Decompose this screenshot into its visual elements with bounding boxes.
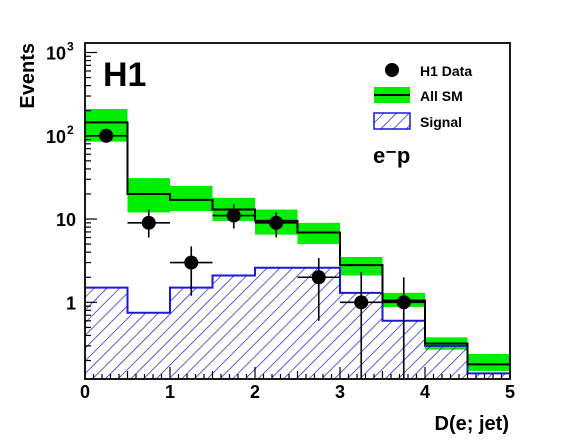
sm-step-line	[85, 121, 510, 366]
y-tick-exponent: 2	[67, 123, 74, 137]
legend-label-signal: Signal	[420, 114, 462, 130]
legend-label-sm: All SM	[420, 88, 463, 104]
legend-label-data: H1 Data	[420, 63, 472, 79]
sm-band-bin	[467, 353, 510, 371]
y-tick-label: 10	[46, 127, 66, 147]
data-point	[141, 215, 156, 230]
data-point	[396, 295, 411, 310]
legend-marker-signal	[373, 112, 411, 130]
legend: H1 Data All SM Signal	[373, 63, 472, 130]
data-point	[354, 295, 369, 310]
data-point	[311, 270, 326, 285]
y-axis-label: Events	[17, 43, 39, 109]
sm-band-bin	[127, 178, 170, 213]
data-point	[226, 208, 241, 223]
data-point	[184, 255, 199, 270]
sm-band-bin	[340, 257, 383, 276]
y-tick-label: 1	[66, 293, 76, 313]
signal-fill	[85, 267, 510, 379]
y-tick-exponent: 3	[67, 39, 74, 53]
signal-outline	[85, 266, 510, 375]
x-tick-label: 5	[505, 382, 515, 402]
y-tick-label: 10	[56, 210, 76, 230]
experiment-label: H1	[103, 56, 146, 94]
sm-band-bin	[170, 185, 213, 211]
x-tick-label: 2	[250, 382, 260, 402]
x-tick-label: 0	[80, 382, 90, 402]
data-point	[99, 128, 114, 143]
x-tick-label: 1	[165, 382, 175, 402]
process-label: e⁻p	[373, 143, 410, 168]
y-tick-label: 10	[46, 43, 66, 63]
x-tick-label: 3	[335, 382, 345, 402]
legend-marker-data	[385, 63, 399, 77]
x-axis-label: D(e; jet)	[435, 413, 509, 435]
data-point	[269, 215, 284, 230]
sm-band-bin	[297, 222, 340, 245]
x-tick-label: 4	[420, 382, 430, 402]
